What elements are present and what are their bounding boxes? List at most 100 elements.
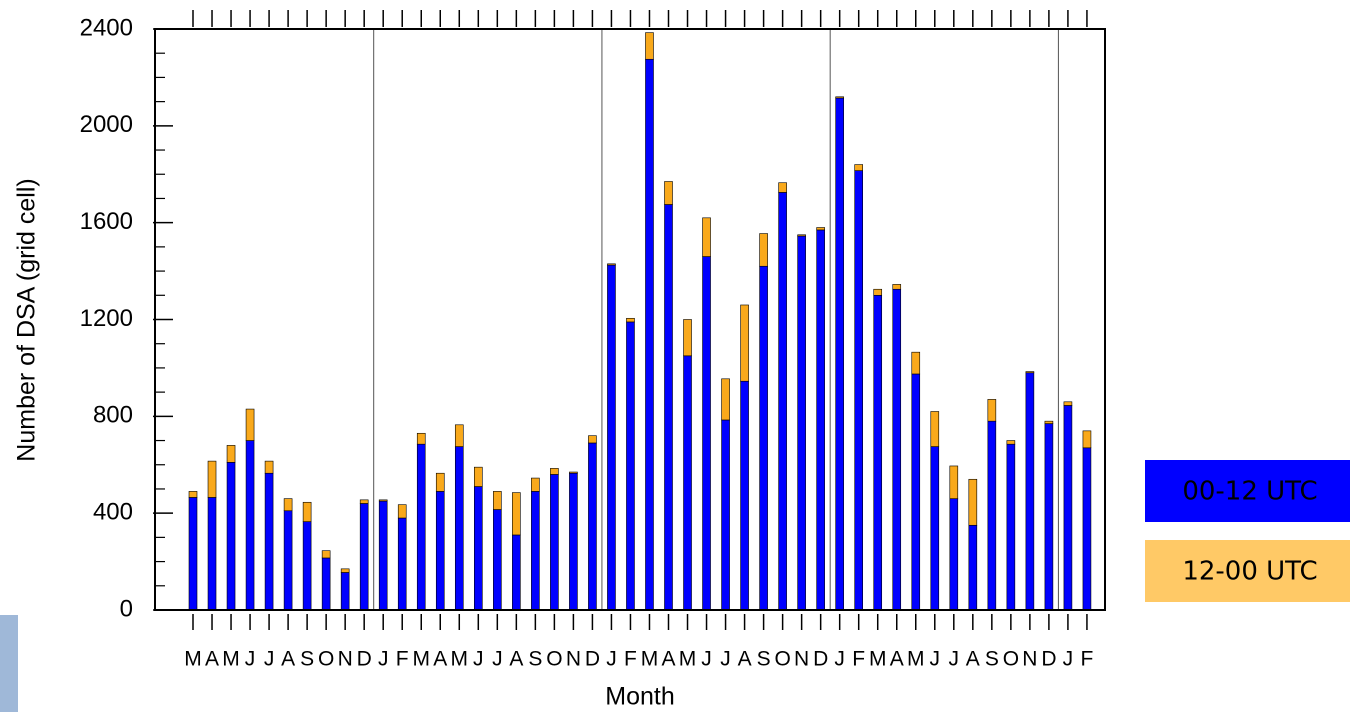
decoration <box>0 615 18 712</box>
bar-segment <box>512 492 521 536</box>
bar-segment <box>207 497 217 611</box>
bar-segment <box>359 499 369 504</box>
bar-segment <box>416 443 426 611</box>
x-tick-label: S <box>528 648 542 671</box>
x-tick-label: M <box>641 648 659 671</box>
x-tick-label: J <box>834 648 845 671</box>
x-tick-label: F <box>396 648 409 671</box>
bar-segment <box>740 304 749 382</box>
bar-segment <box>550 474 559 611</box>
bar-segment <box>664 204 673 611</box>
x-tick-label: J <box>720 648 731 671</box>
bar-segment <box>473 486 483 611</box>
bar-segment <box>949 465 959 499</box>
x-tick-label: J <box>492 648 503 671</box>
bar-segment <box>740 380 749 611</box>
x-tick-label: J <box>606 648 617 671</box>
bar-segment <box>607 263 616 266</box>
bar-segment <box>721 378 730 421</box>
y-tick-label: 1200 <box>80 305 133 332</box>
bar-segment <box>1063 401 1073 406</box>
bar-segment <box>1063 405 1073 611</box>
bar-segment <box>626 321 635 611</box>
bar-segment <box>321 550 331 559</box>
bar-segment <box>245 440 255 611</box>
bar-segment <box>188 497 198 611</box>
bar-segment <box>1025 371 1035 374</box>
x-tick-label: M <box>869 648 887 671</box>
bar-segment <box>207 460 217 498</box>
bar-segment <box>512 534 521 611</box>
x-tick-label: A <box>661 648 675 671</box>
x-tick-label: N <box>1022 648 1037 671</box>
bar-segment <box>854 164 864 171</box>
bar-segment <box>816 227 825 231</box>
x-tick-label: F <box>624 648 637 671</box>
bar-segment <box>1082 447 1092 611</box>
x-tick-label: O <box>546 648 562 671</box>
x-tick-label: D <box>357 648 372 671</box>
x-tick-label: F <box>852 648 865 671</box>
legend-swatch <box>1145 460 1350 522</box>
bar-segment <box>340 572 350 611</box>
x-tick-label: M <box>907 648 925 671</box>
x-tick-label: J <box>1063 648 1074 671</box>
legend-swatch <box>1145 540 1350 602</box>
bar-segment <box>378 500 388 611</box>
bar-segment <box>987 420 997 611</box>
bar-segment <box>683 319 692 357</box>
bar-segment <box>873 294 883 611</box>
x-tick-label: S <box>300 648 314 671</box>
bar-segment <box>264 460 274 474</box>
bar-segment <box>778 192 787 611</box>
bar-segment <box>911 373 921 611</box>
bar-segment <box>378 499 388 502</box>
bar-segment <box>1044 420 1054 424</box>
bar-segment <box>493 491 502 510</box>
bar-segment <box>435 491 445 611</box>
bar-segment <box>645 58 654 611</box>
x-tick-label: A <box>281 648 295 671</box>
x-tick-label: A <box>509 648 523 671</box>
x-tick-label: J <box>701 648 712 671</box>
bar-segment <box>454 424 464 447</box>
x-tick-label: A <box>738 648 752 671</box>
bar-segment <box>283 510 293 611</box>
bar-segment <box>1044 423 1054 611</box>
bar-segment <box>892 288 902 611</box>
y-tick-label: 400 <box>93 499 133 526</box>
y-tick-label: 0 <box>120 595 133 622</box>
x-tick-label: J <box>245 648 256 671</box>
bar-segment <box>759 265 768 611</box>
bar-segment <box>835 97 844 611</box>
bar-segment <box>321 557 331 611</box>
bar-segment <box>778 182 787 193</box>
x-tick-label: J <box>930 648 941 671</box>
x-tick-label: A <box>890 648 904 671</box>
x-tick-label: D <box>1041 648 1056 671</box>
bar-segment <box>531 491 540 611</box>
bar-segment <box>531 477 540 492</box>
y-tick-label: 1600 <box>80 208 133 235</box>
bar-segment <box>397 504 407 519</box>
bar-segment <box>416 432 426 445</box>
bar-segment <box>188 491 198 498</box>
x-tick-label: M <box>679 648 697 671</box>
x-tick-label: M <box>412 648 430 671</box>
x-tick-label: O <box>1003 648 1019 671</box>
bar-segment <box>892 284 902 290</box>
legend-label: 12-00 UTC <box>1182 557 1317 587</box>
x-tick-label: F <box>1081 648 1094 671</box>
bar-segment <box>493 509 502 611</box>
x-tick-label: D <box>585 648 600 671</box>
bar-segment <box>930 411 940 447</box>
legend-label: 00-12 UTC <box>1182 477 1317 507</box>
bar-segment <box>359 503 369 611</box>
x-tick-label: N <box>566 648 581 671</box>
bar-segment <box>569 472 578 611</box>
bar-segment <box>987 399 997 422</box>
bar-segment <box>245 408 255 441</box>
bar-segment <box>340 568 350 573</box>
